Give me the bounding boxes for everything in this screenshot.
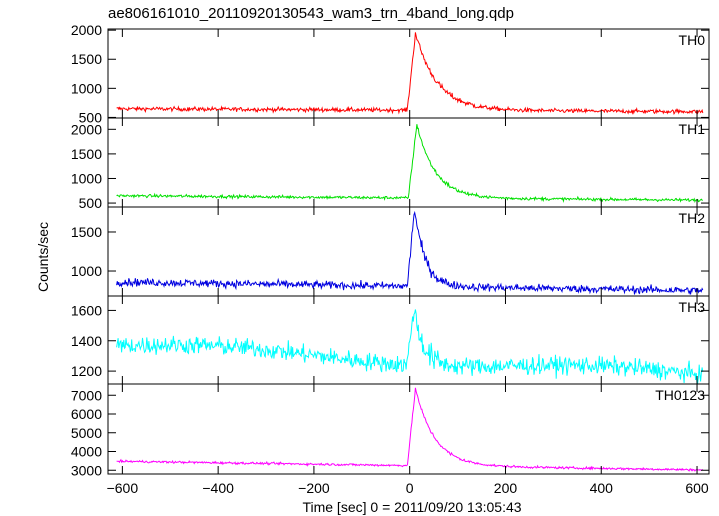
y-tick-label: 1200 xyxy=(71,363,102,379)
y-tick-label: 1000 xyxy=(71,263,102,279)
y-tick-label: 6000 xyxy=(71,406,102,422)
panel-th1: 500 1000 1500 2000 TH1 xyxy=(71,117,710,211)
y-tick-label: 1600 xyxy=(71,302,102,318)
y-tick-label: 1400 xyxy=(71,333,102,349)
x-tick-label: 400 xyxy=(590,480,614,496)
y-tick-label: 500 xyxy=(79,195,103,211)
y-tick-label: 1500 xyxy=(71,51,102,67)
x-tick-label: −600 xyxy=(107,480,139,496)
panel-th2: 1000 1500 TH2 xyxy=(71,206,710,297)
y-tick-label: 4000 xyxy=(71,444,102,460)
x-tick-label: −400 xyxy=(202,480,234,496)
y-tick-label: 2000 xyxy=(71,121,102,137)
y-tick-label: 2000 xyxy=(71,22,102,38)
y-tick-label: 1500 xyxy=(71,224,102,240)
y-tick-label: 1500 xyxy=(71,146,102,162)
panel-label: TH3 xyxy=(679,299,706,315)
y-axis-label: Counts/sec xyxy=(35,222,51,292)
series-line-th2 xyxy=(116,210,704,295)
series-line-th0 xyxy=(116,32,704,116)
x-axis-label: Time [sec] 0 = 2011/09/20 13:05:43 xyxy=(302,499,521,515)
panel-frame xyxy=(107,28,710,119)
series-line-th3 xyxy=(116,309,704,384)
x-tick-label: −200 xyxy=(298,480,330,496)
x-tick-label: 200 xyxy=(494,480,518,496)
panel-frame xyxy=(107,206,710,297)
y-tick-label: 3000 xyxy=(71,462,102,478)
x-tick-label: 600 xyxy=(685,480,709,496)
panel-label: TH0 xyxy=(679,32,706,48)
panel-label: TH1 xyxy=(679,121,706,137)
y-tick-label: 7000 xyxy=(71,387,102,403)
y-tick-label: 1000 xyxy=(71,80,102,96)
panel-th3: 1200 1400 1600 TH3 xyxy=(71,295,710,385)
y-tick-label: 5000 xyxy=(71,425,102,441)
x-tick-label: 0 xyxy=(406,480,414,496)
panel-th0123: 3000 4000 5000 6000 7000 TH0123 xyxy=(71,383,710,478)
panel-th0: 500 1000 1500 2000 TH0 xyxy=(71,22,710,125)
chart-title: ae806161010_20110920130543_wam3_trn_4ban… xyxy=(108,5,514,22)
panel-label: TH2 xyxy=(679,210,706,226)
panel-label: TH0123 xyxy=(655,387,705,403)
panels-group: 500 1000 1500 2000 TH0 500 1000 1500 2000 TH1 1000… xyxy=(71,22,710,478)
series-line-th0123 xyxy=(116,387,704,472)
y-tick-label: 1000 xyxy=(71,170,102,186)
x-axis: −600 −400 −200 0 200 400 600 xyxy=(107,480,709,496)
panel-frame xyxy=(107,383,710,475)
y-tick-label: 500 xyxy=(79,109,103,125)
series-line-th1 xyxy=(116,124,703,204)
